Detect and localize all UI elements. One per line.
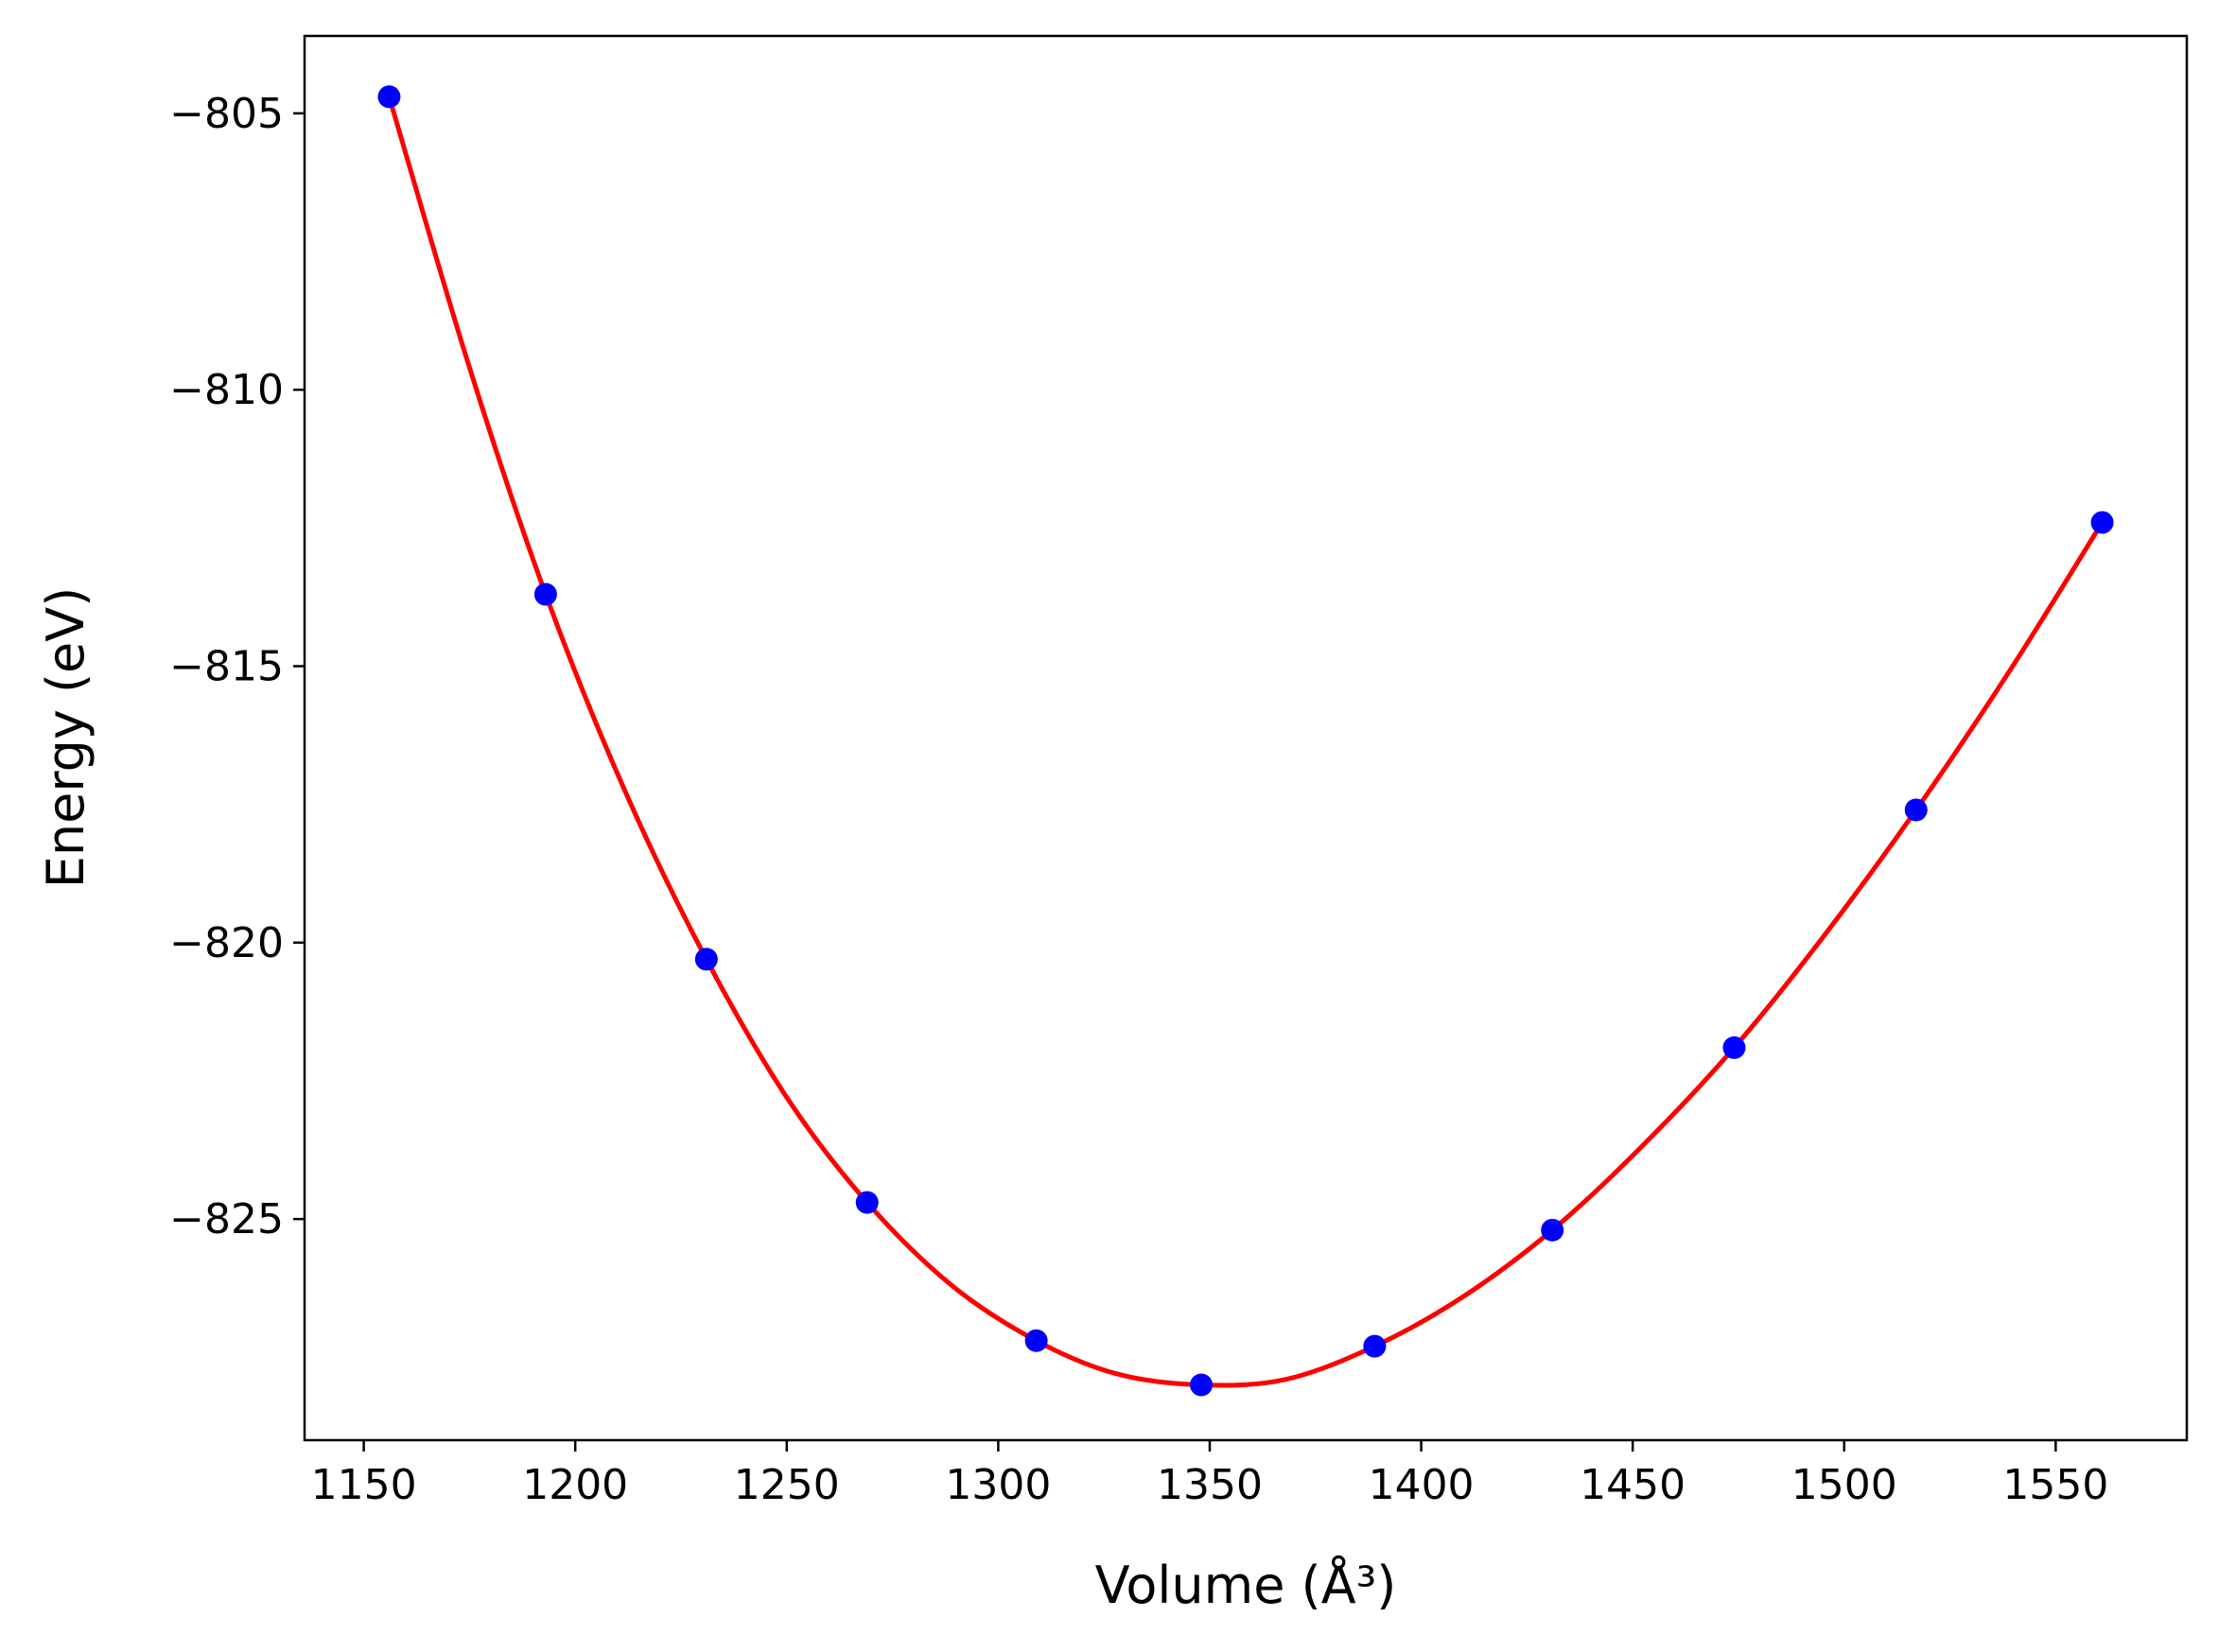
y-tick-label: −820 <box>169 919 284 967</box>
data-point <box>1024 1329 1048 1352</box>
data-point <box>855 1191 879 1214</box>
x-tick-label: 1250 <box>734 1461 840 1509</box>
plot-frame <box>303 34 2189 1442</box>
x-tick-label: 1550 <box>2002 1461 2108 1509</box>
axis-ticks: 1150 1200 1250 1300 1350 1400 1450 1500 1550 −805… <box>169 90 2108 1509</box>
x-tick-label: 1500 <box>1791 1461 1897 1509</box>
y-axis-label: Energy (eV) <box>36 587 96 889</box>
fit-curve-line <box>387 96 2104 1388</box>
data-point <box>1363 1334 1387 1358</box>
data-point <box>694 948 718 971</box>
data-point <box>1190 1373 1214 1397</box>
x-tick-label: 1300 <box>945 1461 1051 1509</box>
x-axis-label: Volume (Å³) <box>1095 1555 1397 1615</box>
data-point <box>2090 511 2114 534</box>
plot-area <box>377 85 2114 1397</box>
y-tick-label: −810 <box>169 366 284 414</box>
y-tick-label: −815 <box>169 642 284 690</box>
x-tick-label: 1350 <box>1157 1461 1263 1509</box>
y-tick-label: −825 <box>169 1195 284 1243</box>
y-tick-label: −805 <box>169 90 284 138</box>
data-point <box>1722 1035 1746 1059</box>
x-tick-label: 1450 <box>1580 1461 1685 1509</box>
x-tick-label: 1400 <box>1369 1461 1475 1509</box>
x-tick-label: 1200 <box>522 1461 628 1509</box>
data-point <box>1904 798 1928 822</box>
data-point <box>377 85 401 109</box>
x-tick-label: 1150 <box>311 1461 417 1509</box>
data-point <box>1541 1218 1564 1242</box>
data-point <box>533 583 557 606</box>
